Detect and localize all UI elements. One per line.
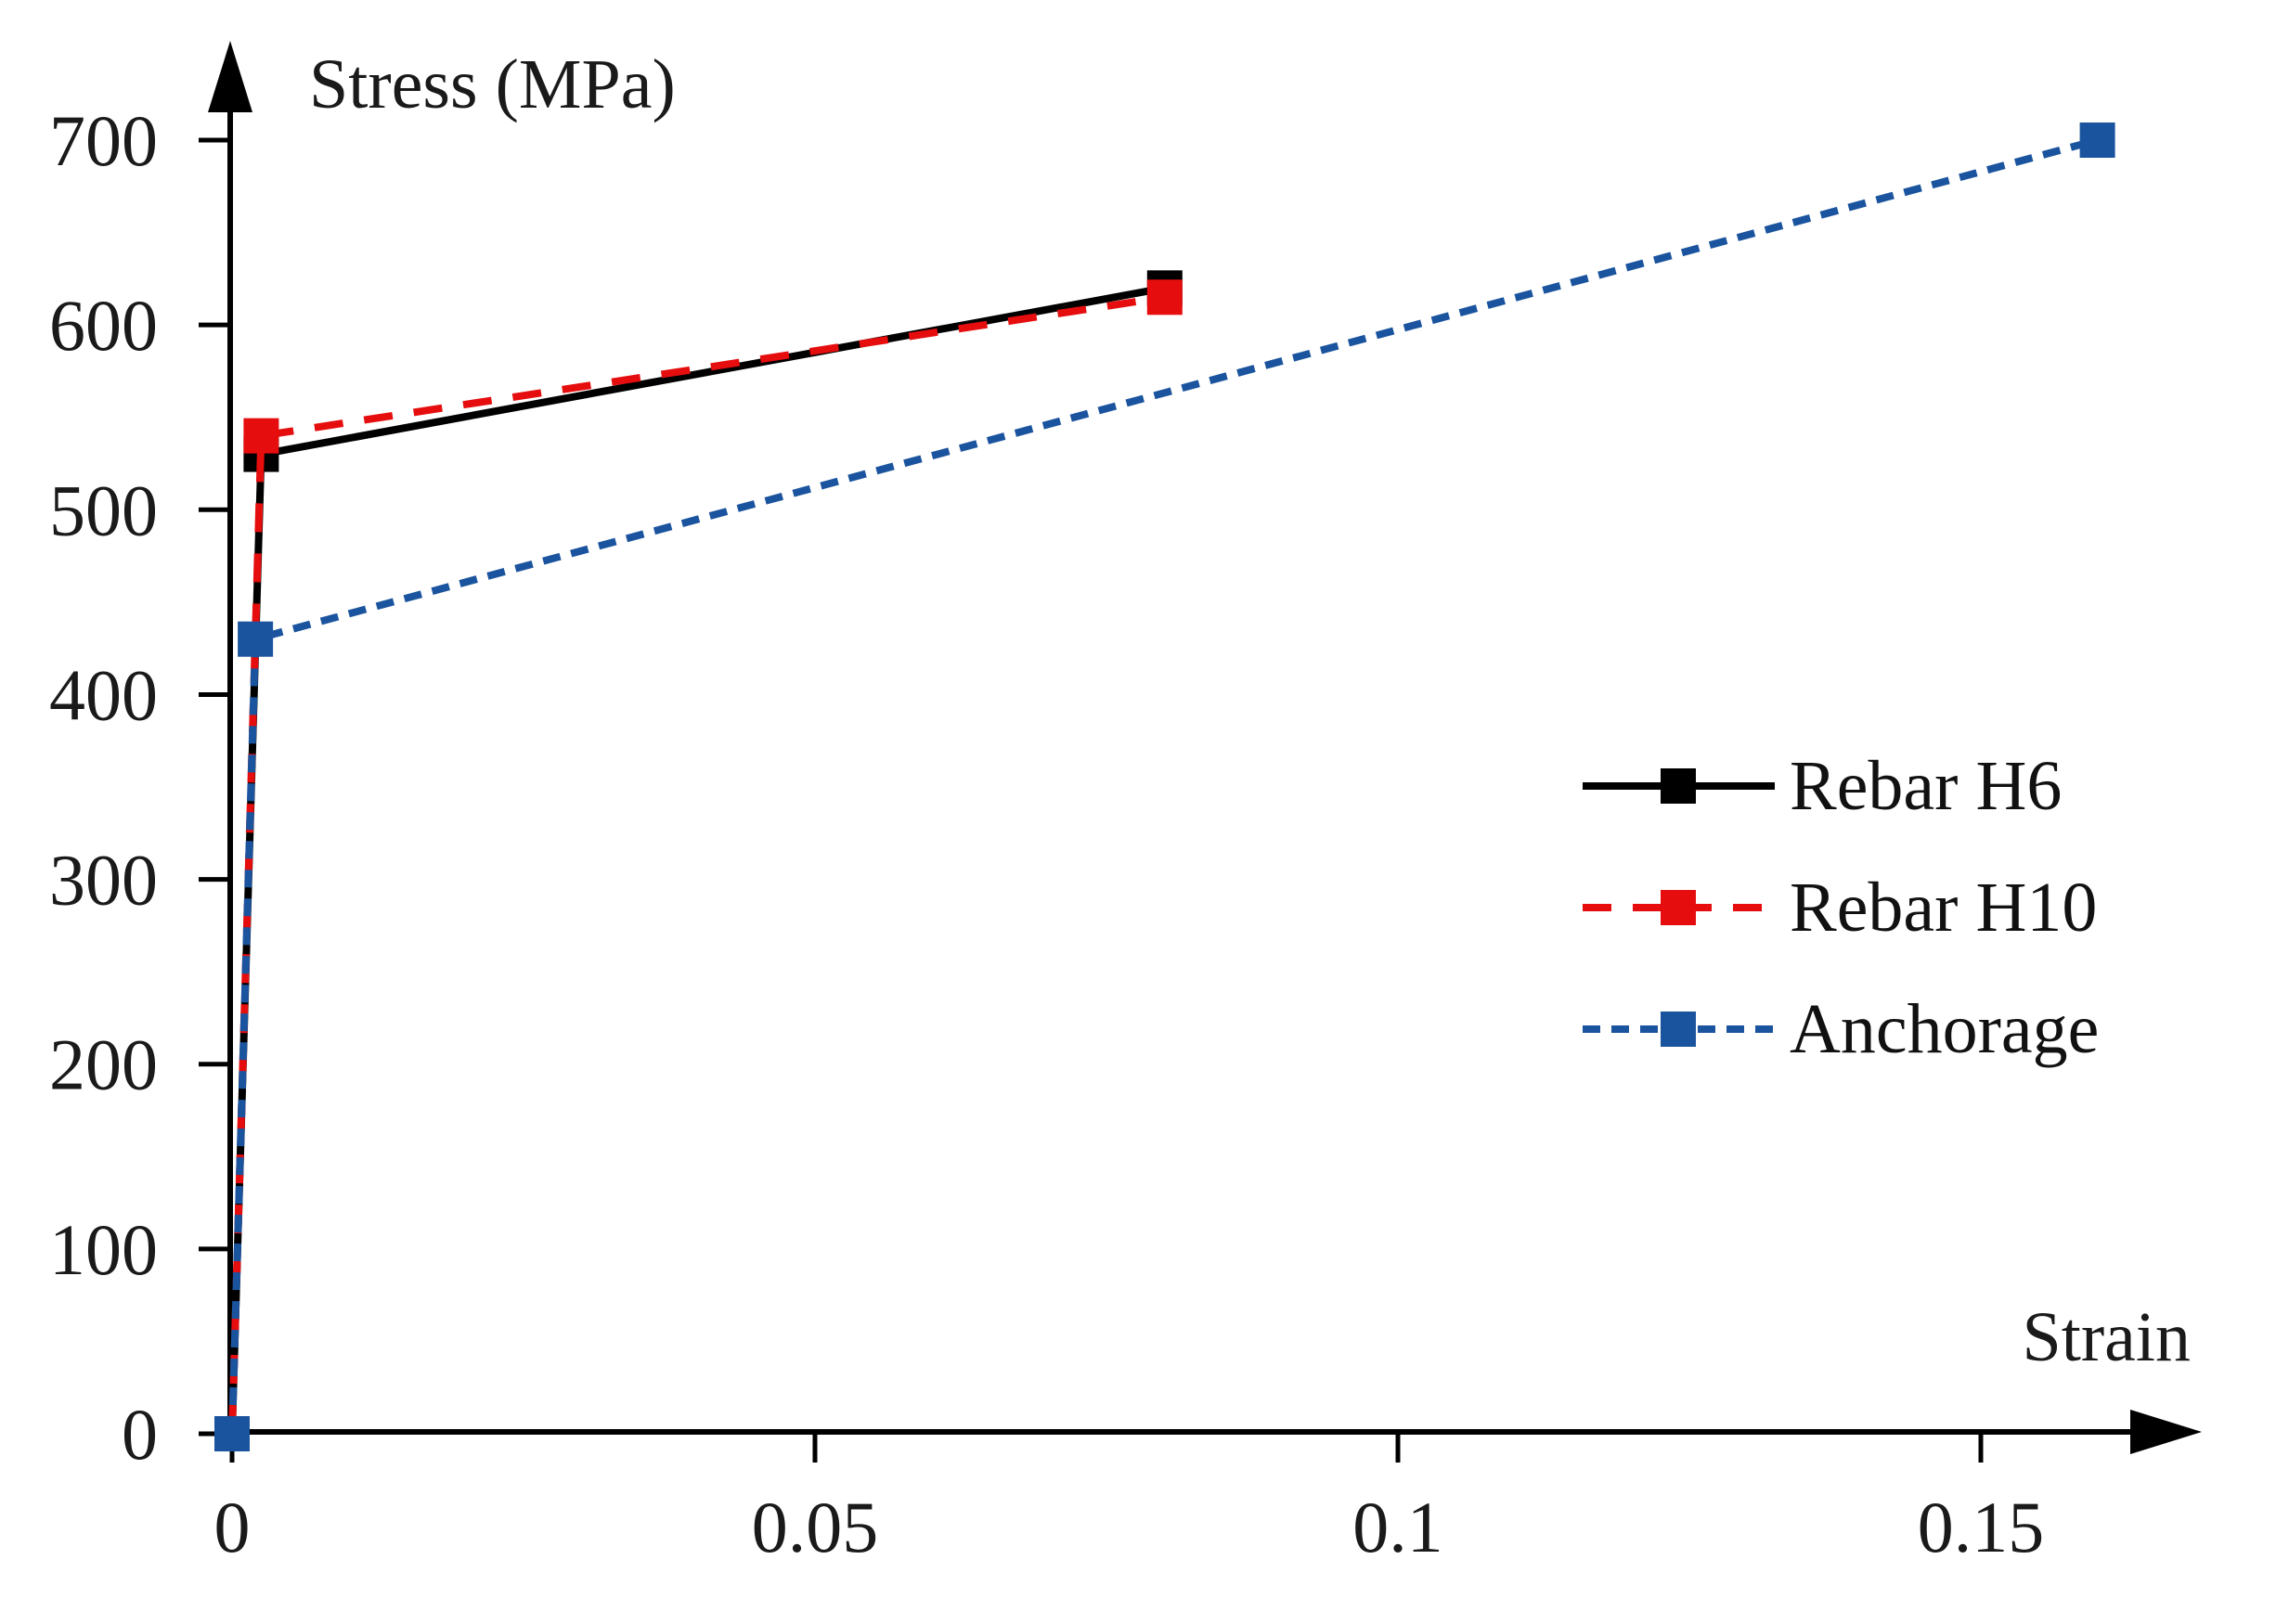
series-anchorage-marker: [238, 621, 274, 657]
series-anchorage-line: [228, 136, 2099, 1435]
x-tick-label-0-1: 0.1: [1352, 1487, 1443, 1567]
y-tick-label-400: 400: [49, 654, 158, 735]
series-rebar-h10-marker: [1146, 279, 1183, 316]
x-axis-arrow-icon: [2130, 1410, 2202, 1454]
x-axis-title: Strain: [2022, 1298, 2191, 1376]
y-tick-label-500: 500: [49, 470, 158, 550]
legend-label-rebar-h6: Rebar H6: [1790, 746, 2063, 825]
y-tick-label-600: 600: [49, 285, 158, 366]
series-rebar-h10-line: [228, 293, 1166, 1435]
legend-item-rebar-h10: Rebar H10: [1583, 846, 2099, 968]
y-tick-label-700: 700: [49, 100, 158, 181]
y-tick-label-100: 100: [49, 1209, 158, 1290]
y-axis-title: Stress (MPa): [309, 45, 676, 123]
legend-marker-rebar-h6: [1661, 767, 1696, 804]
y-tick-label-300: 300: [49, 840, 158, 921]
x-tick-label-0-15: 0.15: [1918, 1487, 2045, 1567]
series-anchorage-marker: [2079, 122, 2115, 159]
y-tick-label-0: 0: [122, 1394, 158, 1475]
legend: Rebar H6 Rebar H10 Anchorage: [1583, 725, 2099, 1089]
legend-item-anchorage: Anchorage: [1583, 968, 2099, 1089]
y-axis-arrow-icon: [208, 41, 252, 112]
series-anchorage-marker: [214, 1416, 250, 1451]
series-rebar-h6-line: [228, 284, 1166, 1435]
legend-label-rebar-h10: Rebar H10: [1790, 868, 2098, 947]
x-tick-label-0-05: 0.05: [752, 1487, 879, 1567]
y-tick-label-200: 200: [49, 1025, 158, 1105]
legend-marker-rebar-h10: [1661, 889, 1696, 925]
legend-item-rebar-h6: Rebar H6: [1583, 725, 2099, 846]
legend-swatch-rebar-h10: [1583, 889, 1775, 925]
legend-swatch-rebar-h6: [1583, 767, 1775, 804]
series-rebar-h10-marker: [243, 418, 279, 454]
x-tick-label-0: 0: [214, 1487, 251, 1567]
legend-marker-anchorage: [1661, 1011, 1696, 1047]
legend-label-anchorage: Anchorage: [1790, 989, 2100, 1068]
legend-swatch-anchorage: [1583, 1011, 1775, 1047]
